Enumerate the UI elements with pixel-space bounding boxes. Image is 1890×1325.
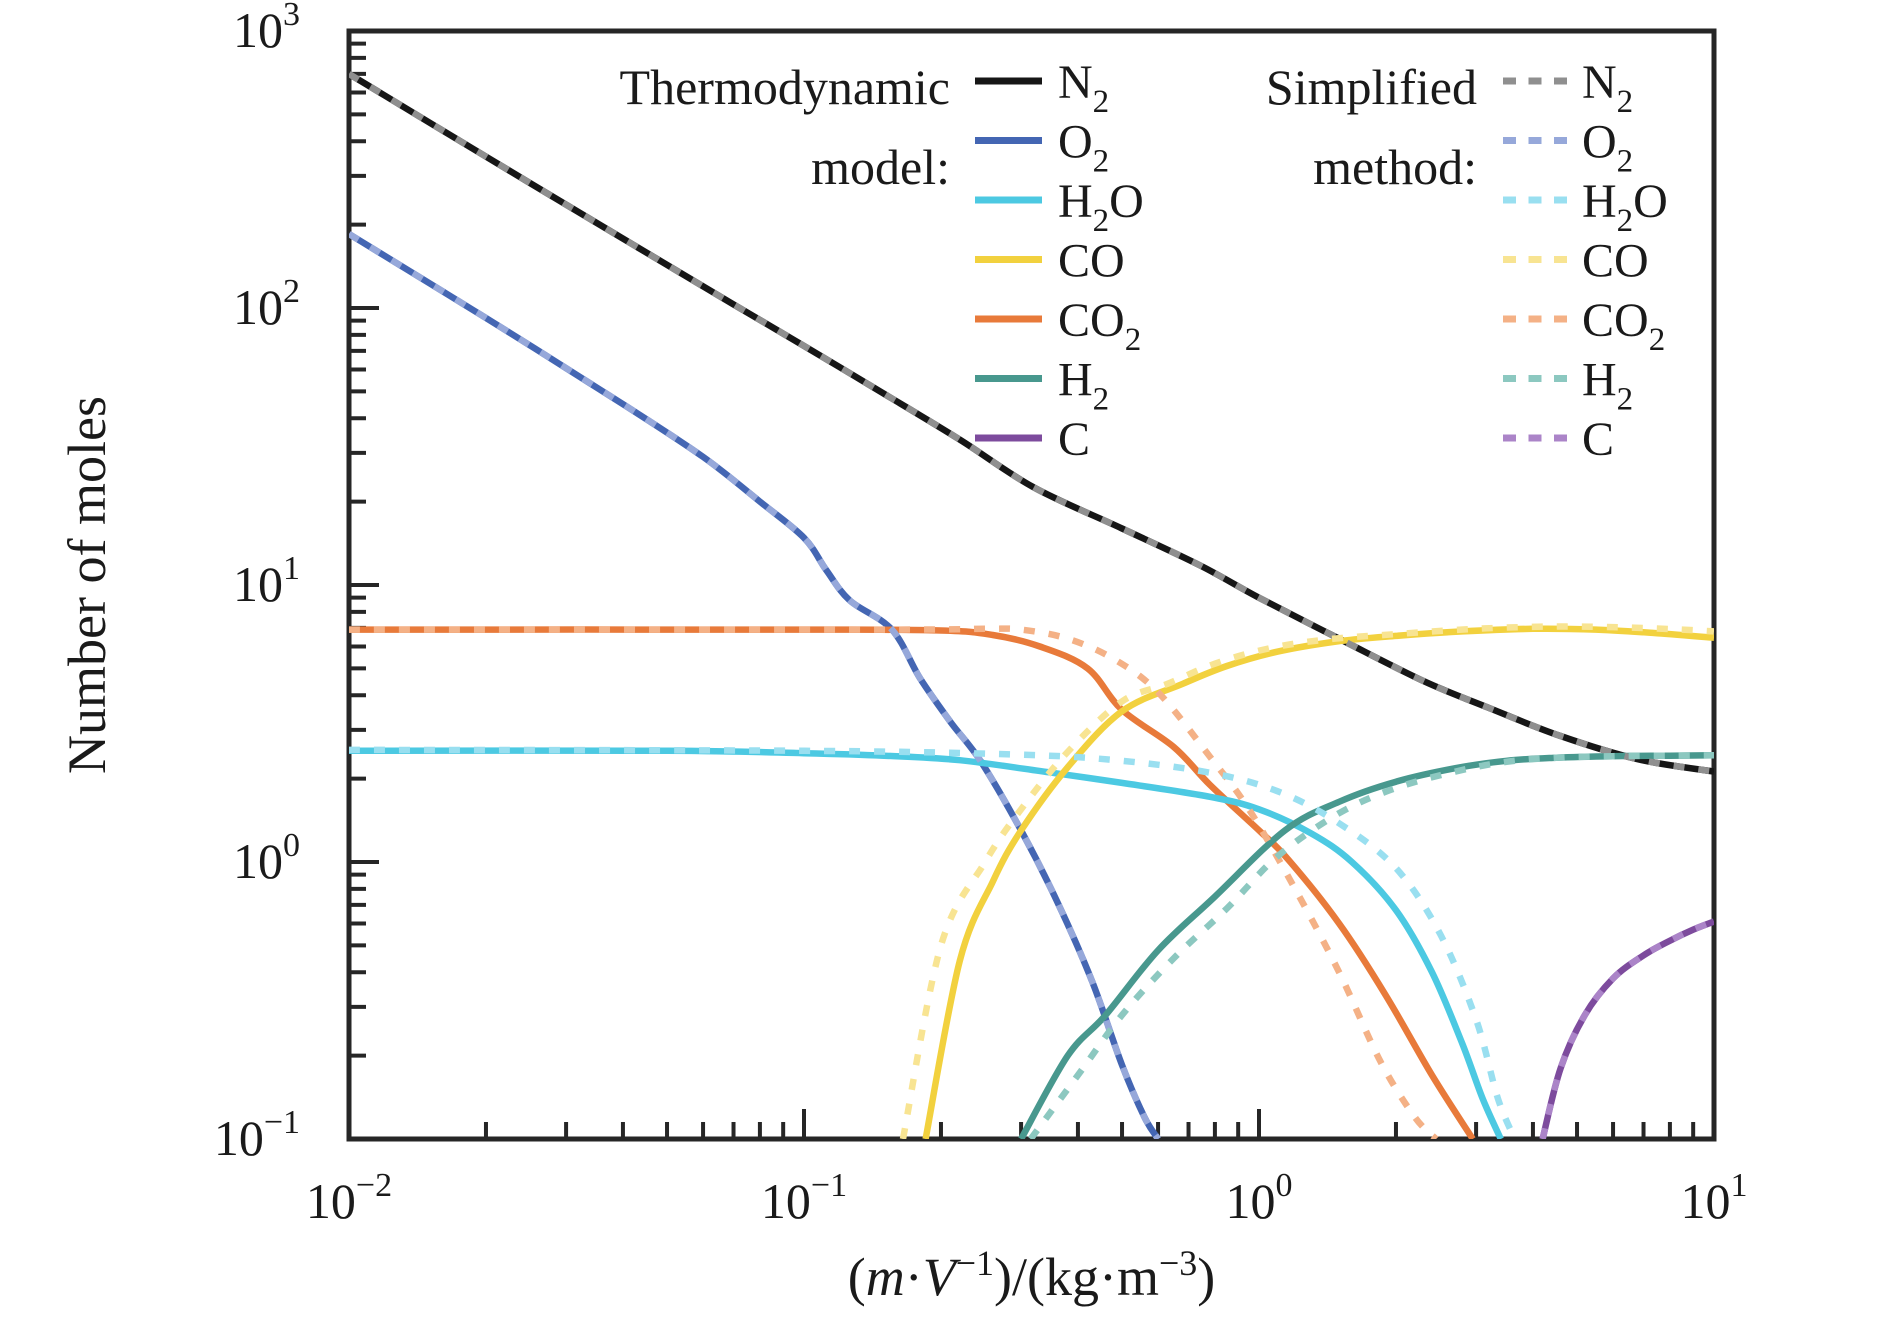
y-tick-label: 102 [233,273,300,335]
curve-CO2-solid [349,626,1476,1139]
x-axis-title: (m·V−1)/(kg·m−3) [848,1243,1216,1307]
curve-H2-solid [1018,751,1714,1139]
y-tick-label: 100 [233,827,300,889]
curve-N2-dotted [349,71,1714,775]
legend-label-thermo-O2: O2 [1058,116,1109,180]
legend-group2-title-line2: method: [1313,139,1477,195]
x-tick-label: 10−1 [761,1167,847,1229]
legend-label-simplified-O2: O2 [1582,116,1633,180]
legend-label-simplified-CO: CO [1582,235,1649,288]
y-tick-label: 10−1 [214,1104,300,1166]
legend-label-simplified-CO2: CO2 [1582,294,1665,358]
curve-O2-dotted [349,231,1161,1139]
y-axis-title: Number of moles [57,396,117,774]
x-tick-label: 10−2 [306,1167,392,1229]
y-tick-label: 101 [233,550,300,612]
legend-label-simplified-H2: H2 [1582,354,1633,418]
legend-label-thermo-N2: N2 [1058,56,1109,120]
curve-H2-dotted [1028,751,1714,1139]
curve-CO-dotted [899,623,1714,1139]
curve-C-dotted [1539,918,1714,1139]
curve-H2O-dotted [349,746,1518,1139]
legend-label-simplified-H2O: H2O [1582,175,1668,239]
curve-N2-solid [349,71,1714,775]
curve-CO-solid [922,625,1714,1139]
legend-group1-title-line1: Thermodynamic [620,59,950,115]
legend-group1-title-line2: model: [811,139,950,195]
legend-label-thermo-C: C [1058,413,1090,466]
curve-O2-solid [349,231,1161,1139]
x-tick-label: 101 [1681,1167,1748,1229]
legend-label-simplified-C: C [1582,413,1614,466]
legend-label-thermo-CO2: CO2 [1058,294,1141,358]
legend-label-simplified-N2: N2 [1582,56,1633,120]
curve-C-solid [1539,918,1714,1139]
curve-CO2-dotted [349,625,1439,1139]
legend-group2-title-line1: Simplified [1266,59,1477,115]
legend-label-thermo-CO: CO [1058,235,1125,288]
x-tick-label: 100 [1226,1167,1293,1229]
legend-label-thermo-H2O: H2O [1058,175,1144,239]
legend-label-thermo-H2: H2 [1058,354,1109,418]
y-tick-label: 103 [233,0,300,58]
curve-H2O-solid [349,747,1504,1139]
